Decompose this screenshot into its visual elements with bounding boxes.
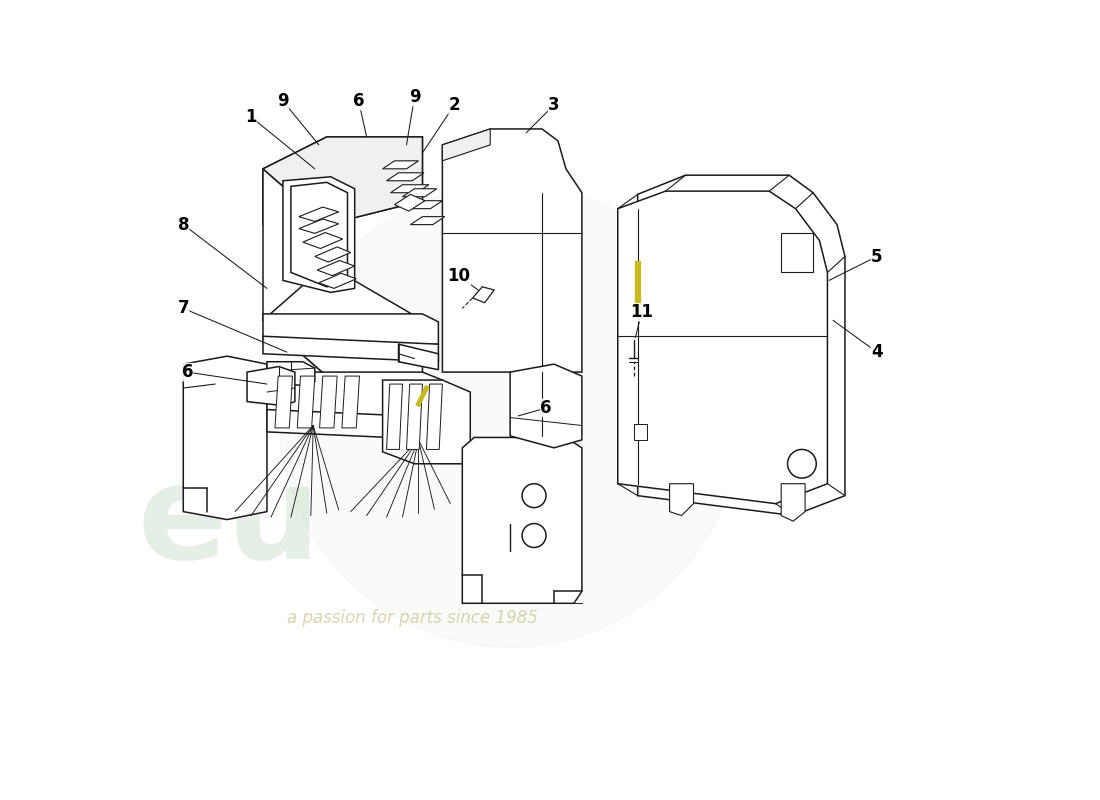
Text: 9: 9 — [277, 92, 288, 110]
Polygon shape — [395, 194, 425, 211]
Polygon shape — [386, 173, 424, 181]
Polygon shape — [634, 424, 647, 440]
Text: 2: 2 — [449, 96, 460, 114]
Text: 6: 6 — [353, 92, 364, 110]
Polygon shape — [442, 129, 582, 372]
Polygon shape — [299, 207, 339, 222]
Polygon shape — [263, 137, 422, 225]
Polygon shape — [510, 364, 582, 448]
Polygon shape — [473, 286, 494, 302]
Polygon shape — [248, 366, 295, 406]
Polygon shape — [263, 137, 422, 225]
Text: 5: 5 — [871, 247, 882, 266]
Polygon shape — [184, 356, 267, 519]
Polygon shape — [407, 201, 442, 209]
Text: 9: 9 — [409, 88, 420, 106]
Polygon shape — [390, 185, 429, 193]
Text: 8: 8 — [177, 216, 189, 234]
Text: 3: 3 — [548, 96, 560, 114]
Polygon shape — [342, 376, 360, 428]
Polygon shape — [383, 161, 418, 169]
Text: eu: eu — [138, 459, 321, 586]
Polygon shape — [263, 314, 439, 344]
Polygon shape — [267, 372, 442, 418]
Polygon shape — [618, 191, 827, 504]
Polygon shape — [319, 274, 356, 288]
Polygon shape — [781, 233, 813, 273]
Polygon shape — [299, 219, 339, 234]
Polygon shape — [427, 384, 442, 450]
Polygon shape — [442, 129, 491, 161]
Polygon shape — [320, 376, 337, 428]
Polygon shape — [398, 344, 439, 370]
Polygon shape — [275, 376, 293, 428]
Polygon shape — [407, 384, 422, 450]
Text: 6: 6 — [182, 363, 192, 381]
Polygon shape — [263, 265, 422, 376]
Text: 10: 10 — [448, 267, 471, 286]
Text: 1: 1 — [245, 108, 256, 126]
Polygon shape — [263, 336, 439, 362]
Polygon shape — [670, 484, 693, 515]
Polygon shape — [263, 169, 327, 376]
Polygon shape — [410, 217, 444, 225]
Polygon shape — [315, 247, 351, 262]
Polygon shape — [386, 384, 403, 450]
Polygon shape — [267, 410, 442, 440]
Polygon shape — [283, 177, 354, 292]
Polygon shape — [383, 380, 471, 464]
Text: 4: 4 — [871, 343, 882, 361]
Text: a passion for parts since 1985: a passion for parts since 1985 — [287, 610, 538, 627]
Polygon shape — [297, 376, 315, 428]
Polygon shape — [290, 182, 348, 286]
Polygon shape — [403, 189, 437, 197]
Text: 11: 11 — [630, 303, 653, 322]
Polygon shape — [302, 233, 343, 249]
Polygon shape — [267, 362, 315, 386]
Polygon shape — [781, 484, 805, 521]
Text: 6: 6 — [540, 399, 552, 417]
Text: 7: 7 — [177, 299, 189, 318]
Polygon shape — [462, 438, 582, 603]
Polygon shape — [638, 175, 845, 515]
Polygon shape — [317, 261, 354, 276]
Circle shape — [279, 185, 741, 647]
